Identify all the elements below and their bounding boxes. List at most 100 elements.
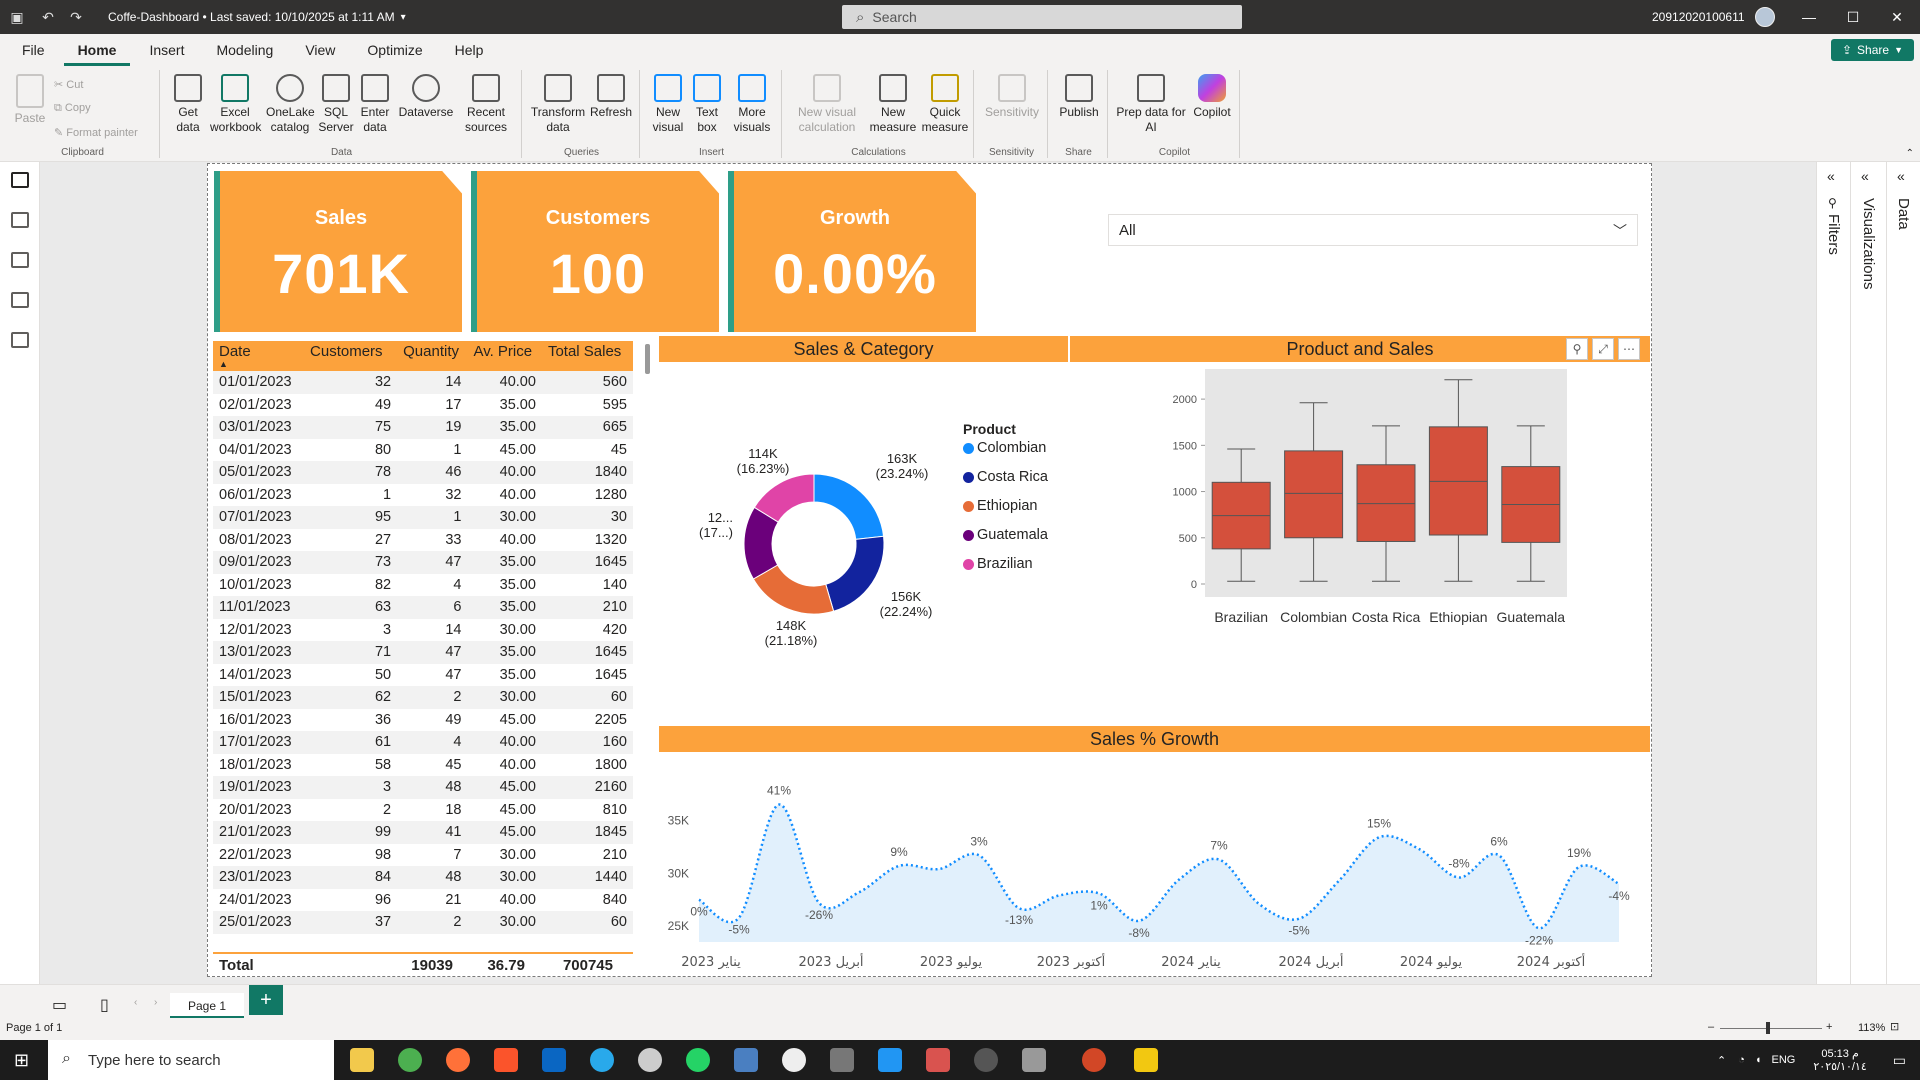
table-row[interactable]: 01/01/2023 32 14 40.00 560 [213, 371, 633, 394]
table-row[interactable]: 04/01/2023 80 1 45.00 45 [213, 439, 633, 462]
chatgpt-icon[interactable] [638, 1048, 662, 1072]
dax-query-view-icon[interactable] [10, 292, 29, 308]
legend-item-guatemala[interactable]: Guatemala [963, 527, 1048, 543]
taskbar-search[interactable]: ⌕ Type here to search [48, 1040, 334, 1080]
page-tab-1[interactable]: Page 1 [170, 993, 244, 1019]
sql-server-button[interactable]: SQL Server [318, 74, 354, 135]
table-row[interactable]: 02/01/2023 49 17 35.00 595 [213, 394, 633, 417]
table-view-icon[interactable] [10, 212, 29, 228]
table-row[interactable]: 22/01/2023 98 7 30.00 210 [213, 844, 633, 867]
obs-icon[interactable] [974, 1048, 998, 1072]
table-row[interactable]: 23/01/2023 84 48 30.00 1440 [213, 866, 633, 889]
table-row[interactable]: 25/01/2023 37 2 30.00 60 [213, 911, 633, 934]
column-header-customers[interactable]: Customers [304, 341, 398, 371]
fit-to-page-icon[interactable]: ⊡ [1890, 1021, 1900, 1033]
filters-pane[interactable]: « ⚲ Filters [1816, 162, 1850, 984]
windows-start-icon[interactable]: ⊞ [14, 1050, 30, 1070]
legend-item-brazilian[interactable]: Brazilian [963, 556, 1033, 572]
refresh-button[interactable]: Refresh [588, 74, 634, 120]
box-plot-chart[interactable]: 2000 1500 1000 500 0 Brazilian Colombian Costa … [1143, 369, 1653, 669]
network-icon[interactable]: ◔ [1738, 1054, 1745, 1066]
recent-sources-button[interactable]: Recent sources [458, 74, 514, 135]
powerpoint-icon[interactable] [1082, 1048, 1106, 1072]
copilot-button[interactable]: Copilot [1188, 74, 1236, 120]
minimize-icon[interactable]: — [1802, 9, 1816, 25]
menu-view[interactable]: View [305, 42, 336, 58]
add-page-button[interactable]: + [249, 985, 283, 1015]
table-row[interactable]: 03/01/2023 75 19 35.00 665 [213, 416, 633, 439]
tray-chevron-icon[interactable]: ⌃ [1717, 1054, 1727, 1067]
menu-home[interactable]: Home [63, 34, 131, 66]
table-row[interactable]: 15/01/2023 62 2 30.00 60 [213, 686, 633, 709]
visualizations-pane[interactable]: « Visualizations [1850, 162, 1886, 984]
next-page-icon[interactable]: › [154, 997, 158, 1008]
zoom-out-icon[interactable]: – [1708, 1021, 1715, 1033]
table-scrollbar[interactable] [645, 344, 650, 374]
collapse-data-icon[interactable]: « [1897, 168, 1905, 184]
brave-icon[interactable] [494, 1048, 518, 1072]
menu-help[interactable]: Help [454, 42, 484, 58]
app-icon[interactable] [878, 1048, 902, 1072]
table-row[interactable]: 11/01/2023 63 6 35.00 210 [213, 596, 633, 619]
donut-chart[interactable]: 163K (23.24%) 156K (22.24%) 148K (21.18%) 12..… [659, 369, 1069, 674]
sensitivity-button[interactable]: Sensitivity [980, 74, 1044, 120]
notifications-icon[interactable]: ▭ [1892, 1051, 1906, 1068]
get-data-button[interactable]: Get data [168, 74, 208, 135]
app-icon[interactable] [1022, 1048, 1046, 1072]
legend-item-colombian[interactable]: Colombian [963, 440, 1046, 456]
table-row[interactable]: 13/01/2023 71 47 35.00 1645 [213, 641, 633, 664]
zoom-in-icon[interactable]: + [1826, 1021, 1833, 1033]
table-row[interactable]: 08/01/2023 27 33 40.00 1320 [213, 529, 633, 552]
copy-button[interactable]: ⧉ Copy [54, 102, 91, 115]
more-visuals-button[interactable]: More visuals [728, 74, 776, 135]
onelake-catalog-button[interactable]: OneLake catalog [266, 74, 315, 135]
clock[interactable]: 05:13 م ٢٠٢٥/١٠/١٤ [1813, 1047, 1866, 1073]
title-dropdown-icon[interactable]: ▾ [400, 11, 406, 23]
data-pane[interactable]: « Data [1886, 162, 1920, 984]
paste-button[interactable]: Paste [10, 74, 50, 126]
zoom-slider[interactable] [1720, 1028, 1822, 1029]
share-button[interactable]: ⇪ Share ▼ [1831, 39, 1914, 61]
new-measure-button[interactable]: New measure [868, 74, 918, 135]
table-row[interactable]: 17/01/2023 61 4 40.00 160 [213, 731, 633, 754]
undo-icon[interactable]: ↶ [42, 8, 54, 25]
prev-page-icon[interactable]: ‹ [134, 997, 138, 1008]
telegram-icon[interactable] [590, 1048, 614, 1072]
kpi-card-sales[interactable]: Sales 701K [214, 171, 462, 332]
close-icon[interactable]: ✕ [1891, 8, 1903, 25]
column-header-quantity[interactable]: Quantity [397, 341, 468, 371]
table-row[interactable]: 12/01/2023 3 14 30.00 420 [213, 619, 633, 642]
menu-optimize[interactable]: Optimize [367, 42, 423, 58]
legend-item-costa-rica[interactable]: Costa Rica [963, 469, 1048, 485]
excel-workbook-button[interactable]: Excel workbook [210, 74, 261, 135]
table-row[interactable]: 14/01/2023 50 47 35.00 1645 [213, 664, 633, 687]
table-row[interactable]: 06/01/2023 1 32 40.00 1280 [213, 484, 633, 507]
column-header-total-sales[interactable]: Total Sales [541, 341, 633, 371]
desktop-layout-icon[interactable]: ▭ [52, 997, 68, 1014]
zoom-slider-thumb[interactable] [1766, 1022, 1770, 1034]
language-indicator[interactable]: ENG [1771, 1054, 1796, 1066]
sales-growth-chart[interactable]: 35K 30K 25K 0% -5% 41% -26% 9% 3% -13% 1% -8% 7% -5% 1… [659, 764, 1649, 974]
kpi-card-customers[interactable]: Customers 100 [471, 171, 719, 332]
table-row[interactable]: 10/01/2023 82 4 35.00 140 [213, 574, 633, 597]
volume-icon[interactable]: ◖ [1754, 1054, 1762, 1066]
app-icon[interactable] [782, 1048, 806, 1072]
model-view-icon[interactable] [10, 252, 29, 268]
table-row[interactable]: 16/01/2023 36 49 45.00 2205 [213, 709, 633, 732]
new-visual-button[interactable]: New visual [648, 74, 688, 135]
mobile-layout-icon[interactable]: ▯ [100, 997, 109, 1014]
app-icon[interactable] [926, 1048, 950, 1072]
transform-data-button[interactable]: Transform data [530, 74, 586, 135]
menu-file[interactable]: File [22, 42, 45, 58]
table-row[interactable]: 05/01/2023 78 46 40.00 1840 [213, 461, 633, 484]
menu-insert[interactable]: Insert [149, 42, 185, 58]
calculator-icon[interactable] [734, 1048, 758, 1072]
legend-item-ethiopian[interactable]: Ethiopian [963, 498, 1037, 514]
format-painter-button[interactable]: ✎ Format painter [54, 126, 138, 139]
maximize-icon[interactable]: ☐ [1846, 8, 1860, 25]
chrome-icon[interactable] [398, 1048, 422, 1072]
filter-icon[interactable]: ⚲ [1566, 338, 1588, 360]
table-row[interactable]: 09/01/2023 73 47 35.00 1645 [213, 551, 633, 574]
whatsapp-icon[interactable] [686, 1048, 710, 1072]
linkedin-icon[interactable] [542, 1048, 566, 1072]
